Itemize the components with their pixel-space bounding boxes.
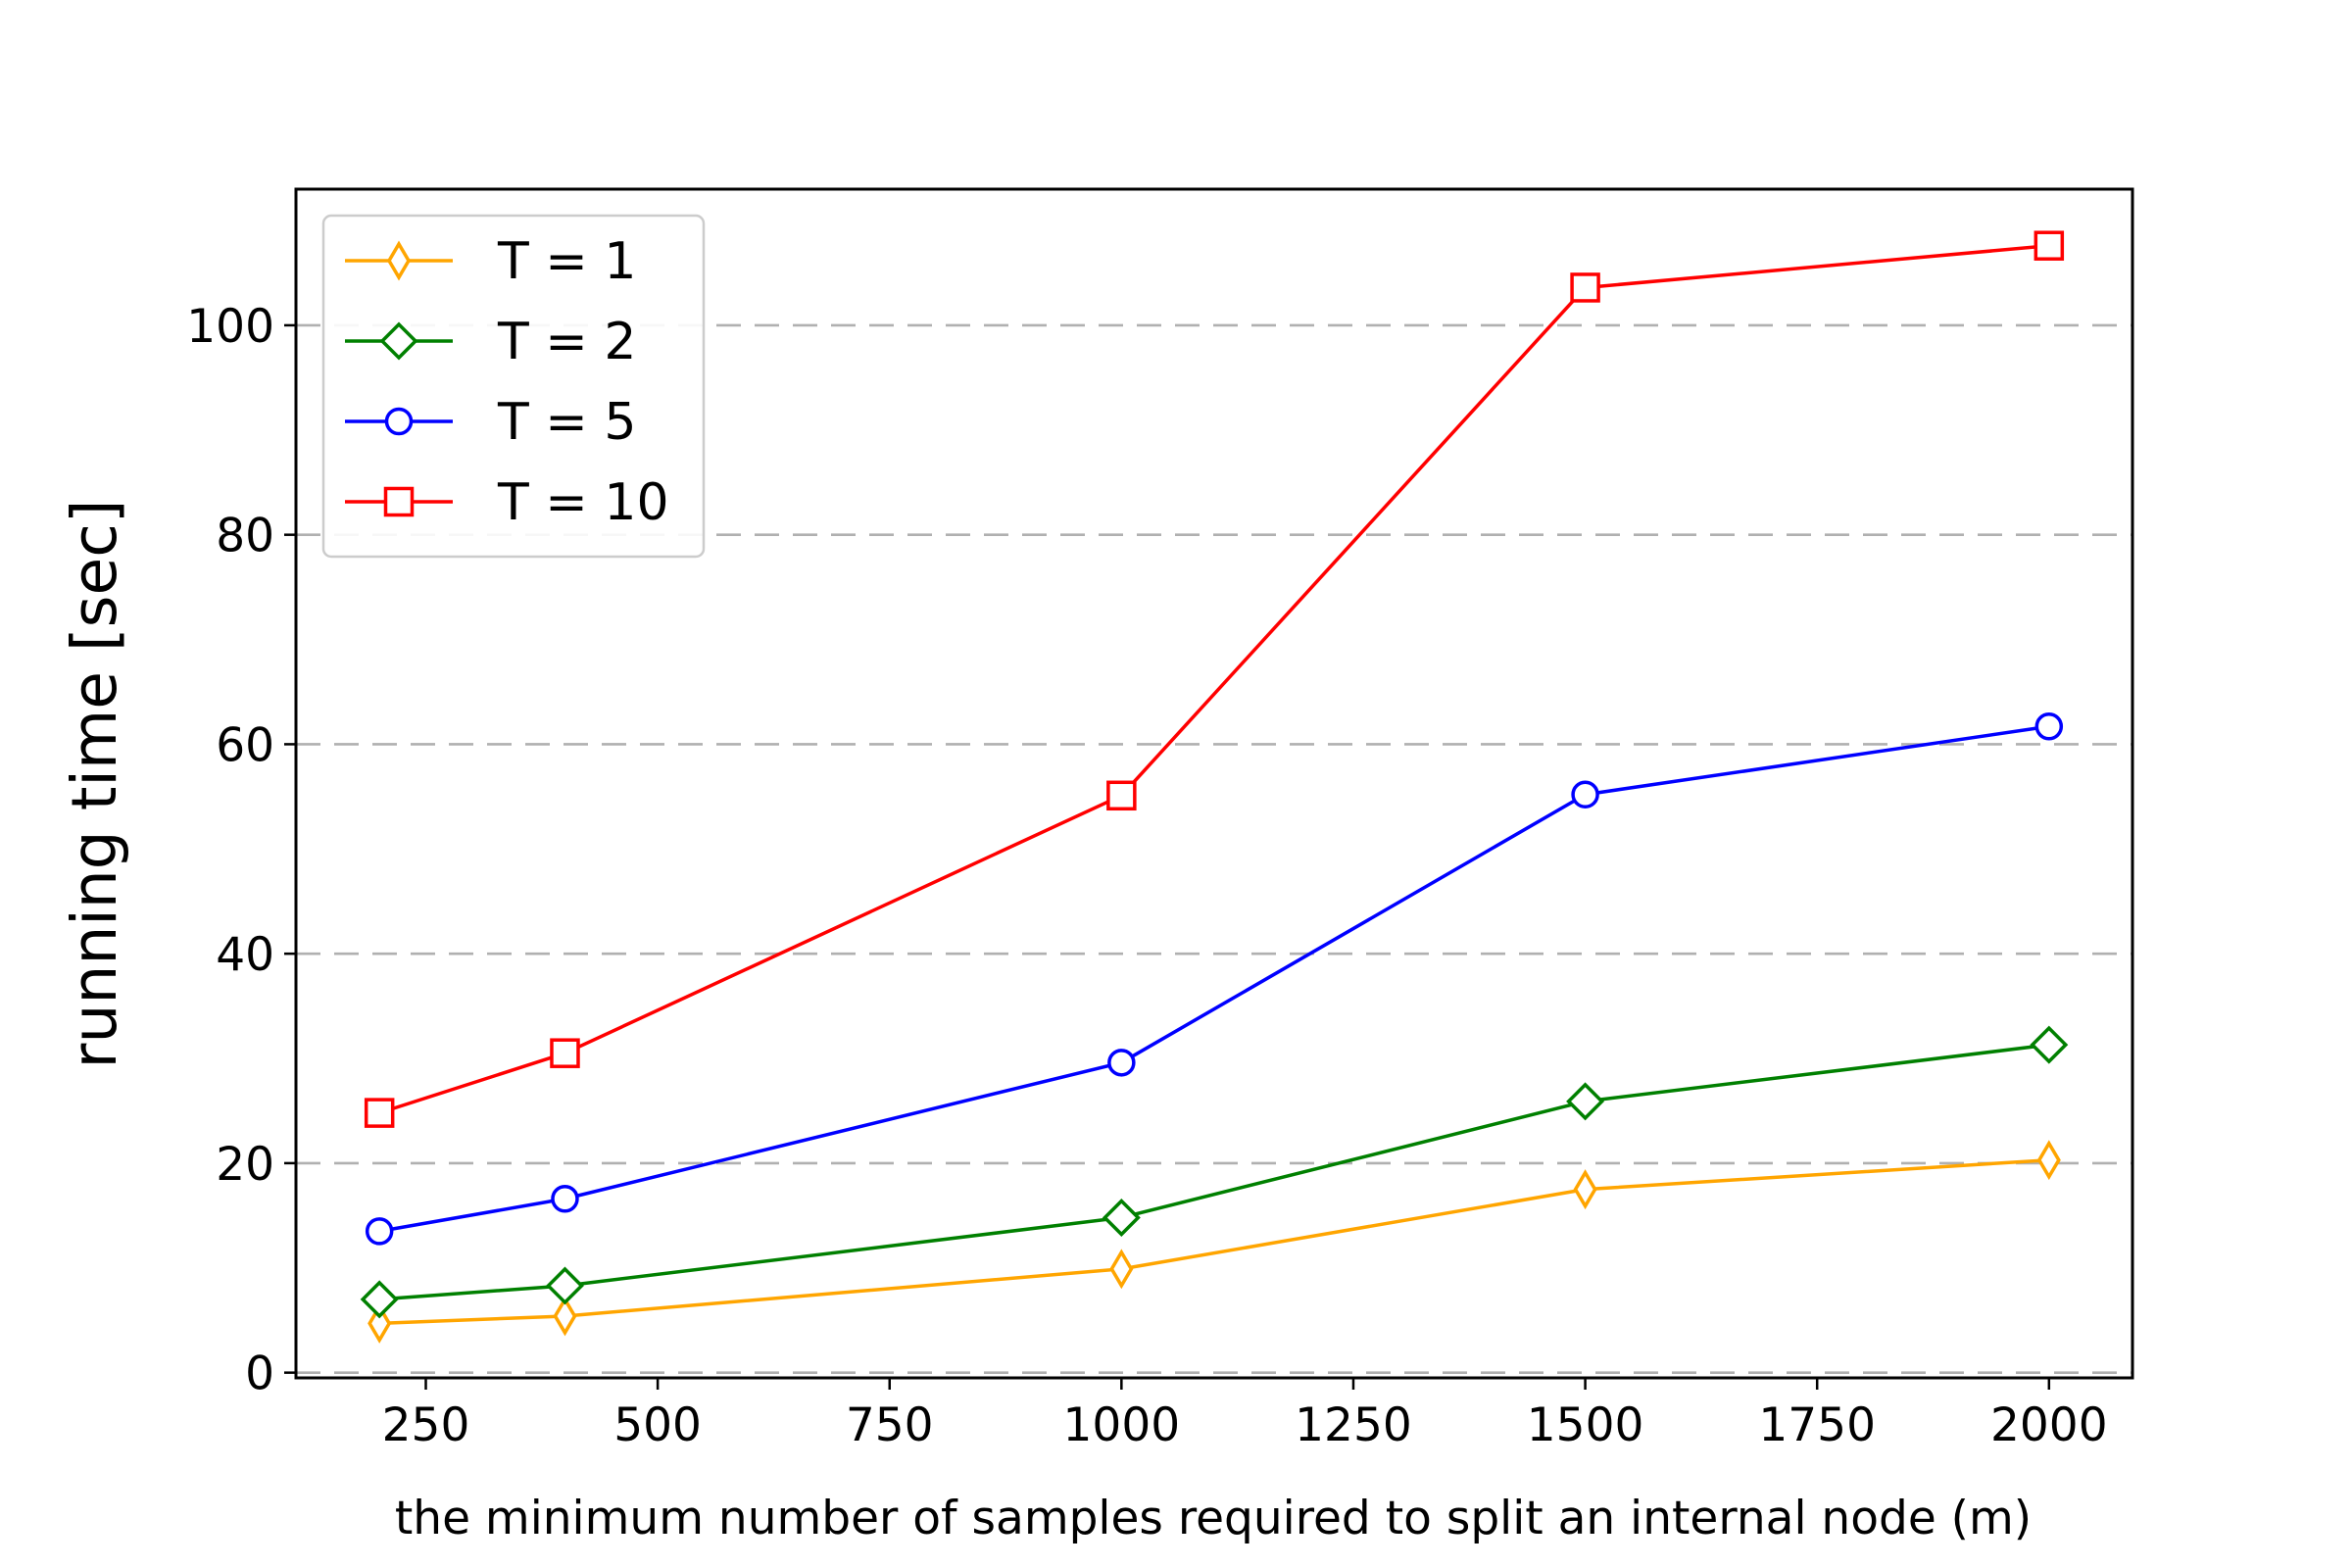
data-point — [1102, 1199, 1141, 1237]
data-point — [368, 1302, 392, 1344]
data-point — [553, 1296, 577, 1337]
y-tick-label: 80 — [216, 510, 274, 564]
x-tick-label: 1250 — [1295, 1398, 1412, 1452]
legend-box — [321, 214, 706, 559]
x-tick-label: 1500 — [1527, 1398, 1644, 1452]
data-point — [2034, 712, 2064, 741]
data-point — [1571, 780, 1599, 808]
y-tick-label: 20 — [216, 1138, 274, 1192]
data-point — [1109, 1249, 1134, 1290]
legend-marker — [386, 240, 412, 281]
series-1 — [368, 1140, 2061, 1344]
x-tick-label: 1750 — [1758, 1398, 1876, 1452]
legend-item: T = 5 — [345, 393, 636, 452]
data-point — [1573, 1169, 1597, 1210]
legend-label: T = 10 — [497, 473, 669, 532]
legend-label: T = 5 — [497, 393, 636, 452]
data-point — [545, 1266, 584, 1305]
legend-item: T = 2 — [345, 313, 636, 371]
legend-label: T = 1 — [497, 232, 636, 291]
data-point — [1106, 780, 1137, 811]
legend-marker — [379, 321, 418, 361]
data-point — [550, 1038, 580, 1068]
plot-series — [360, 230, 2069, 1344]
data-point — [1107, 1049, 1136, 1077]
data-point — [2036, 1140, 2061, 1181]
y-tick-label: 60 — [216, 718, 274, 772]
series-2 — [360, 1025, 2069, 1319]
y-axis-label: running time [sec] — [59, 500, 130, 1069]
y-tick-label: 100 — [186, 300, 274, 354]
legend-item: T = 10 — [345, 473, 669, 532]
legend-marker — [383, 486, 415, 517]
plot-frame — [294, 187, 2134, 1380]
x-axis-label: the minimum number of samples required t… — [395, 1492, 2032, 1545]
data-point — [2030, 1025, 2069, 1064]
data-point — [1566, 1082, 1605, 1121]
x-tick-label: 2000 — [1990, 1398, 2108, 1452]
legend-label: T = 2 — [497, 313, 636, 371]
y-tick-label: 40 — [216, 928, 274, 982]
x-tick-label: 500 — [613, 1398, 702, 1452]
data-point — [551, 1184, 579, 1213]
series-4 — [364, 230, 2065, 1128]
x-tick-label: 750 — [846, 1398, 934, 1452]
data-point — [365, 1217, 394, 1246]
legend-marker — [384, 407, 414, 436]
data-point — [1570, 272, 1600, 303]
x-tick-label: 250 — [382, 1398, 470, 1452]
axis-ticks: 250 500 750 1000 1250 1500 1750 2000 0 20 40 60 80 10… — [186, 300, 2107, 1452]
series-3 — [365, 712, 2064, 1246]
legend-item: T = 1 — [345, 232, 636, 291]
y-tick-label: 0 — [245, 1348, 274, 1401]
grid-lines — [296, 323, 2132, 1374]
data-point — [360, 1280, 399, 1319]
x-tick-label: 1000 — [1063, 1398, 1181, 1452]
legend: T = 1 T = 2 T = 5 T = 10 — [321, 214, 706, 559]
data-point — [364, 1098, 395, 1128]
data-point — [2034, 230, 2065, 261]
